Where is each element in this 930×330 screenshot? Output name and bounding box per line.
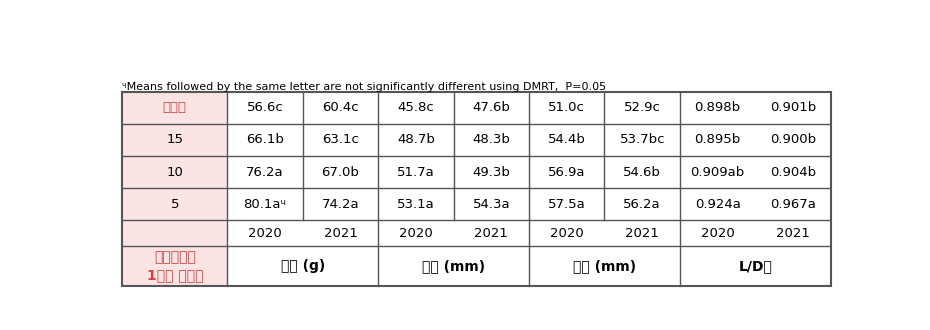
Text: 2020: 2020 [701,227,735,240]
Text: 2021: 2021 [474,227,509,240]
Text: 10: 10 [166,166,183,179]
Text: 2020: 2020 [550,227,584,240]
Text: L/D비: L/D비 [738,259,772,273]
Text: 종경 (mm): 종경 (mm) [422,259,485,273]
Text: 56.9a: 56.9a [548,166,586,179]
Text: 0.901b: 0.901b [770,101,817,115]
Text: 0.967a: 0.967a [770,198,816,211]
Text: 49.3b: 49.3b [472,166,511,179]
Text: 51.7a: 51.7a [397,166,434,179]
Text: 15: 15 [166,133,183,147]
Text: 57.5a: 57.5a [548,198,586,211]
Text: 과중 (g): 과중 (g) [281,259,325,273]
Text: 2021: 2021 [324,227,357,240]
Text: 0.909ab: 0.909ab [690,166,745,179]
Text: 54.6b: 54.6b [623,166,661,179]
Text: 2020: 2020 [399,227,432,240]
Text: 0.904b: 0.904b [770,166,817,179]
Text: 0.924a: 0.924a [695,198,740,211]
Text: 66.1b: 66.1b [246,133,284,147]
Text: 2021: 2021 [777,227,810,240]
Text: 51.0c: 51.0c [549,101,585,115]
Text: 60.4c: 60.4c [322,101,359,115]
Text: 45.8c: 45.8c [397,101,434,115]
Text: 63.1c: 63.1c [322,133,359,147]
Text: 54.3a: 54.3a [472,198,511,211]
Text: 5: 5 [170,198,179,211]
Text: 54.4b: 54.4b [548,133,586,147]
Text: 56.2a: 56.2a [623,198,661,211]
Text: 음적과: 음적과 [163,101,187,115]
Text: 74.2a: 74.2a [322,198,359,211]
Text: 48.3b: 48.3b [472,133,511,147]
Text: 0.900b: 0.900b [770,133,817,147]
Text: 56.6c: 56.6c [246,101,284,115]
Text: 53.7bc: 53.7bc [619,133,665,147]
Text: 2021: 2021 [625,227,659,240]
Text: 0.895b: 0.895b [695,133,741,147]
Text: 52.9c: 52.9c [624,101,660,115]
Text: 53.1a: 53.1a [397,198,434,211]
Text: 2020: 2020 [248,227,282,240]
Text: 횡경 (mm): 횡경 (mm) [573,259,636,273]
Text: 48.7b: 48.7b [397,133,435,147]
Text: 80.1aᶣ: 80.1aᶣ [244,198,286,211]
Text: 0.898b: 0.898b [695,101,740,115]
Text: 가지단면적
1㎠당 착과수: 가지단면적 1㎠당 착과수 [147,250,203,282]
Text: 67.0b: 67.0b [322,166,359,179]
Text: 47.6b: 47.6b [472,101,511,115]
Text: 76.2a: 76.2a [246,166,284,179]
Bar [123,92,227,286]
Text: ᶣMeans followed by the same letter are not significantly different using DMRT,  : ᶣMeans followed by the same letter are n… [123,82,606,92]
